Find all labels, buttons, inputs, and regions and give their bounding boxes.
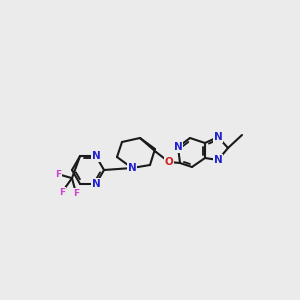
Text: N: N bbox=[128, 163, 136, 173]
Text: F: F bbox=[73, 189, 79, 198]
Text: O: O bbox=[165, 157, 173, 167]
Text: N: N bbox=[214, 132, 222, 142]
Text: F: F bbox=[55, 169, 61, 178]
Text: F: F bbox=[59, 188, 65, 196]
Text: N: N bbox=[92, 151, 100, 161]
Text: N: N bbox=[174, 142, 182, 152]
Text: N: N bbox=[214, 155, 222, 165]
Text: N: N bbox=[92, 179, 100, 189]
